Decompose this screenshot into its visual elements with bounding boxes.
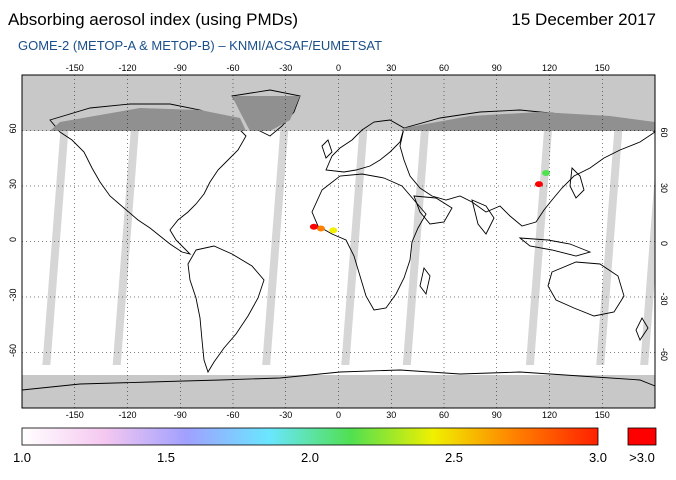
colorbar-tick-label: 3.0 — [589, 450, 607, 465]
arctic-land-greenland — [232, 96, 300, 131]
madagascar-outline — [419, 266, 431, 296]
uk-outline — [321, 139, 333, 159]
orbit-gap-swaths — [42, 131, 655, 365]
lon-tick-label: 60 — [439, 410, 449, 420]
map-date: 15 December 2017 — [511, 10, 656, 29]
orbit-gap-swath — [341, 131, 368, 365]
orbit-gap-swath — [42, 131, 69, 365]
lon-tick-label: -150 — [66, 63, 84, 73]
lon-tick-label: -120 — [118, 410, 136, 420]
australia-outline — [547, 261, 625, 317]
lon-tick-label: 30 — [386, 63, 396, 73]
aerosol-hotspot — [534, 181, 543, 188]
lon-tick-label: 150 — [595, 410, 610, 420]
lat-tick-label-right: 60 — [659, 127, 669, 137]
india-outline — [471, 199, 495, 235]
lon-tick-label: 120 — [542, 63, 557, 73]
lon-tick-label: -30 — [279, 63, 292, 73]
colorbar-tick-label: 1.5 — [157, 450, 175, 465]
lon-tick-label: 150 — [595, 63, 610, 73]
arctic-land-eurasia — [400, 112, 655, 131]
colorbar-tick-label: 2.0 — [301, 450, 319, 465]
lat-tick-label-left: 0 — [8, 237, 18, 242]
lon-tick-label: 0 — [336, 410, 341, 420]
lat-tick-label-left: 30 — [8, 179, 18, 189]
lat-tick-label-left: -30 — [8, 288, 18, 301]
lon-tick-label: -60 — [226, 63, 239, 73]
map-subtitle: GOME-2 (METOP-A & METOP-B) – KNMI/ACSAF/… — [18, 38, 383, 53]
orbit-gap-swath — [640, 172, 655, 365]
colorbar-gradient — [21, 427, 599, 446]
lon-tick-label: 120 — [542, 410, 557, 420]
aerosol-hotspot — [309, 223, 318, 230]
africa-outline — [311, 173, 427, 311]
lon-tick-label: -90 — [174, 410, 187, 420]
lon-tick-label: -90 — [174, 63, 187, 73]
colorbar-tick-label: 1.0 — [13, 450, 31, 465]
arctic-land-north-america — [50, 108, 246, 131]
arabia-outline — [413, 195, 453, 225]
lat-tick-label-left: -60 — [8, 344, 18, 357]
indonesia-outline — [518, 237, 592, 257]
colorbar-labels: 1.0 1.5 2.0 2.5 3.0 — [13, 450, 607, 465]
colorbar-overflow-label: >3.0 — [629, 450, 655, 465]
lon-tick-label: 90 — [492, 410, 502, 420]
colorbar-tick-label: 2.5 — [445, 450, 463, 465]
lon-tick-label: 30 — [386, 410, 396, 420]
south-america-outline — [187, 245, 265, 374]
map-title: Absorbing aerosol index (using PMDs) — [8, 10, 299, 29]
lon-tick-label: 0 — [336, 63, 341, 73]
lon-tick-label: -120 — [118, 63, 136, 73]
aerosol-hotspot — [329, 227, 338, 234]
lon-tick-label: -150 — [66, 410, 84, 420]
lat-tick-label-left: 60 — [8, 123, 18, 133]
lon-tick-label: 90 — [492, 63, 502, 73]
antarctica-outline — [22, 369, 655, 391]
japan-outline — [569, 167, 585, 199]
lat-tick-label-right: 0 — [659, 241, 669, 246]
orbit-gap-swath — [112, 131, 139, 365]
aerosol-hotspots — [309, 170, 550, 234]
lat-tick-label-right: 30 — [659, 183, 669, 193]
lat-tick-label-right: -30 — [659, 292, 669, 305]
orbit-gap-swath — [262, 131, 289, 365]
aerosol-hotspot — [316, 225, 325, 232]
orbit-gap-swath — [596, 131, 623, 365]
map-tick-labels: -150 -150 -120 -120 -90 -90 -60 -60 -30 -30 0 0 30 30… — [8, 63, 669, 420]
lon-tick-label: 60 — [439, 63, 449, 73]
aerosol-hotspot — [541, 170, 550, 177]
map-frame — [21, 74, 656, 409]
colorbar-overflow-swatch — [627, 427, 657, 446]
world-map: -150 -150 -120 -120 -90 -90 -60 -60 -30 -30 0 0 30 30… — [8, 63, 669, 420]
new-zealand-outline — [635, 317, 649, 341]
gridlines — [22, 75, 655, 408]
lon-tick-label: -30 — [279, 410, 292, 420]
lat-tick-label-right: -60 — [659, 348, 669, 361]
lon-tick-label: -60 — [226, 410, 239, 420]
